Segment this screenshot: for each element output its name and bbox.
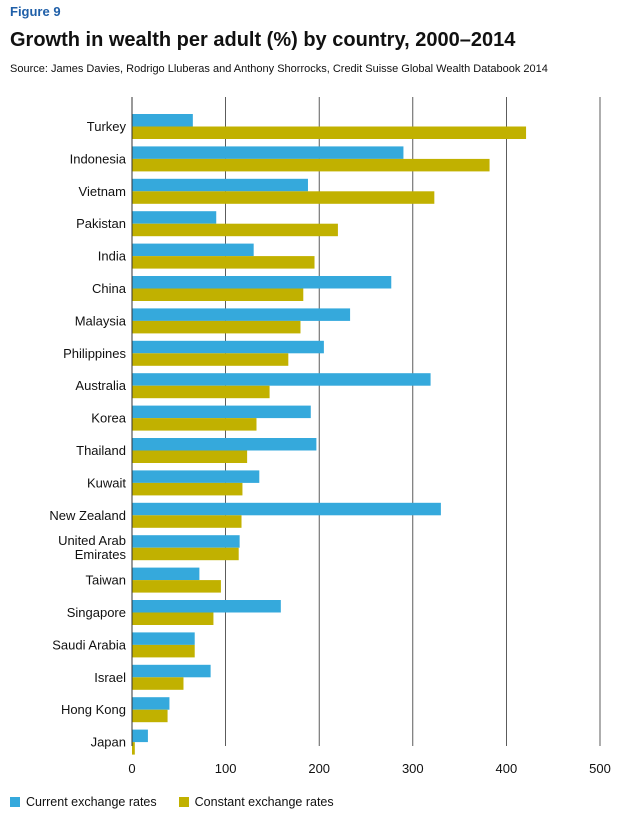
bar-constant-12 (132, 515, 242, 528)
bar-constant-1 (132, 158, 490, 172)
category-label-line: Emirates (75, 547, 127, 562)
category-label-3: Pakistan (76, 216, 126, 231)
legend-swatch-current (10, 797, 20, 807)
category-label-18: Hong Kong (61, 702, 126, 717)
category-label-6: Malaysia (75, 313, 127, 328)
legend-swatch-constant (178, 797, 189, 807)
category-label-0: Turkey (87, 119, 127, 134)
bar-current-15 (132, 600, 281, 613)
bar-constant-18 (132, 709, 168, 723)
legend-label-current: Current exchange rates (26, 795, 157, 809)
legend-label-constant: Constant exchange rates (194, 795, 334, 809)
category-label-15: Singapore (67, 605, 126, 620)
x-tick-label-200: 200 (308, 761, 330, 776)
chart-source: Source: James Davies, Rodrigo Lluberas a… (10, 63, 548, 75)
category-label-line: Pakistan (76, 216, 126, 231)
category-label-line: India (98, 249, 127, 264)
bar-constant-4 (132, 256, 315, 269)
bar-current-7 (132, 340, 324, 354)
category-label-13: United Arab Emirates (58, 533, 126, 562)
category-label-14: Taiwan (86, 573, 126, 588)
bar-constant-14 (132, 580, 221, 593)
bar-constant-19 (132, 742, 135, 755)
category-label-1: Indonesia (70, 151, 127, 166)
bar-current-10 (132, 438, 317, 451)
bar-constant-3 (132, 223, 338, 237)
bar-chart: Turkey Indonesia Vietnam Pakistan India China… (49, 97, 611, 776)
bar-constant-8 (132, 385, 270, 399)
bar-constant-11 (132, 482, 243, 496)
category-label-line: Turkey (87, 119, 127, 134)
chart-title: Growth in wealth per adult (%) by countr… (10, 29, 516, 51)
legend-item-current: Current exchange rates (10, 795, 157, 809)
bar-constant-13 (132, 547, 239, 561)
bar-current-19 (132, 729, 148, 743)
category-label-line: Singapore (67, 605, 126, 620)
category-label-12: New Zealand (49, 508, 126, 523)
bar-constant-10 (132, 450, 248, 463)
category-label-19: Japan (91, 735, 126, 750)
x-tick-label-300: 300 (402, 761, 424, 776)
x-tick-label-0: 0 (128, 761, 135, 776)
category-label-line: China (92, 281, 127, 296)
x-tick-label-500: 500 (589, 761, 611, 776)
category-label-line: Taiwan (86, 573, 126, 588)
bar-constant-7 (132, 353, 289, 366)
bar-constant-2 (132, 191, 435, 204)
bar-current-11 (132, 470, 260, 483)
bar-current-18 (132, 697, 170, 710)
bar-current-2 (132, 178, 308, 192)
bar-current-8 (132, 373, 431, 386)
bar-constant-15 (132, 612, 214, 625)
category-label-line: Saudi Arabia (52, 637, 126, 652)
category-label-line: Indonesia (70, 151, 127, 166)
category-label-10: Thailand (76, 443, 126, 458)
bar-constant-5 (132, 288, 304, 301)
bar-current-6 (132, 308, 351, 321)
bar-current-9 (132, 405, 311, 419)
bar-current-13 (132, 535, 240, 548)
category-label-line: New Zealand (49, 508, 126, 523)
bar-current-4 (132, 243, 254, 257)
category-label-line: Australia (75, 378, 126, 393)
bar-constant-16 (132, 644, 195, 658)
bar-current-1 (132, 146, 404, 159)
bar-constant-17 (132, 677, 184, 690)
bar-current-3 (132, 211, 217, 224)
bar-current-14 (132, 567, 200, 581)
category-label-7: Philippines (63, 346, 126, 361)
category-label-line: Thailand (76, 443, 126, 458)
category-label-line: Malaysia (75, 313, 127, 328)
bar-constant-0 (132, 126, 527, 139)
category-label-9: Korea (91, 411, 126, 426)
category-label-line: Philippines (63, 346, 126, 361)
category-label-line: Israel (94, 670, 126, 685)
category-label-line: Japan (91, 735, 126, 750)
chart-legend: Current exchange rates Constant exchange… (10, 795, 356, 809)
category-label-16: Saudi Arabia (52, 637, 126, 652)
category-label-5: China (92, 281, 127, 296)
category-label-17: Israel (94, 670, 126, 685)
category-label-11: Kuwait (87, 475, 126, 490)
bar-current-17 (132, 664, 211, 678)
legend-item-constant: Constant exchange rates (178, 795, 334, 809)
bar-current-16 (132, 632, 195, 645)
category-label-2: Vietnam (79, 184, 126, 199)
category-label-4: India (98, 249, 127, 264)
x-tick-label-400: 400 (496, 761, 518, 776)
category-label-line: United Arab (58, 533, 126, 548)
x-tick-label-100: 100 (215, 761, 237, 776)
category-label-line: Korea (91, 411, 126, 426)
bar-current-5 (132, 276, 392, 289)
bar-current-0 (132, 114, 193, 127)
category-label-line: Hong Kong (61, 702, 126, 717)
category-label-line: Vietnam (79, 184, 126, 199)
category-label-line: Kuwait (87, 475, 126, 490)
category-label-8: Australia (75, 378, 126, 393)
bar-constant-6 (132, 320, 301, 334)
figure-label: Figure 9 (10, 4, 61, 19)
bar-constant-9 (132, 418, 257, 431)
bar-current-12 (132, 502, 441, 516)
